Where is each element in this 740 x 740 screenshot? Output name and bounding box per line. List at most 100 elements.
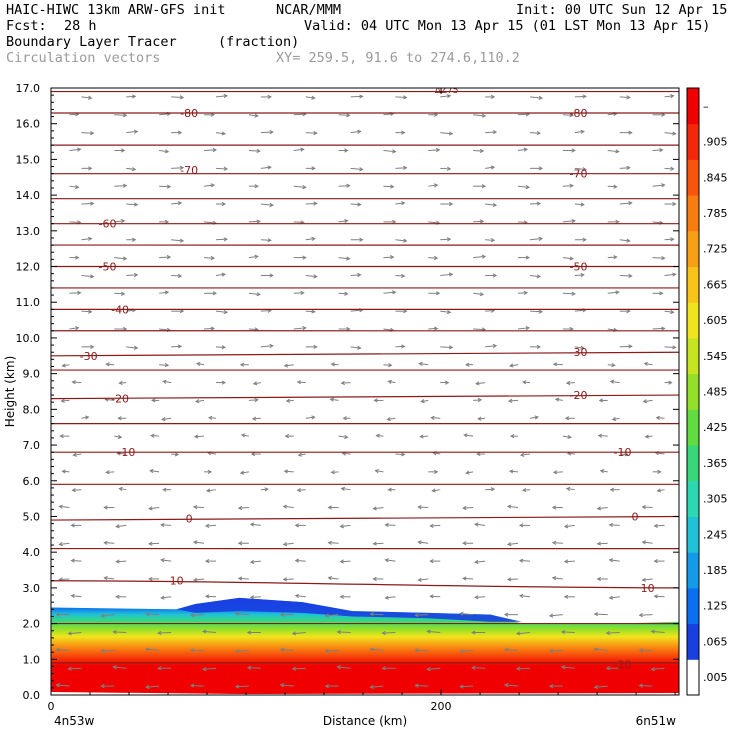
vector-arrow: [518, 558, 531, 563]
vector-arrow: [339, 524, 351, 529]
circulation-vectors: [55, 93, 677, 690]
vector-arrow: [395, 130, 406, 135]
vector-arrow: [574, 272, 585, 278]
vector-arrow: [517, 147, 529, 152]
vector-arrow: [485, 273, 498, 278]
vector-arrow: [574, 94, 587, 99]
y-tick-label: 2.0: [23, 618, 41, 631]
vector-arrow: [656, 488, 665, 493]
vector-arrow: [517, 290, 529, 296]
vector-arrow: [459, 684, 474, 689]
vector-arrow: [237, 541, 249, 546]
vector-arrow: [563, 524, 575, 529]
vector-arrow: [597, 433, 608, 438]
vector-arrow: [518, 523, 530, 528]
vector-arrow: [194, 399, 205, 404]
vector-arrow: [171, 165, 185, 170]
colorbar-swatch: [687, 230, 699, 268]
vector-arrow: [652, 326, 666, 331]
temperature-contour: [51, 144, 679, 147]
vector-arrow: [607, 219, 620, 225]
vector-arrow: [305, 236, 316, 242]
vector-arrow: [641, 540, 653, 545]
vector-arrow: [260, 273, 274, 278]
vector-arrow: [171, 452, 180, 457]
colorbar: .005 .065 .125 .185 .245 .305 .365 .425 .485 .545…: [686, 87, 728, 696]
y-tick-label: 12.0: [16, 261, 41, 274]
vector-arrow: [395, 95, 408, 100]
vector-arrow: [114, 148, 126, 153]
contour-label: -30: [570, 346, 588, 359]
vector-arrow: [239, 362, 249, 367]
terrain: [51, 692, 679, 695]
colorbar-label: .905: [703, 136, 728, 149]
vector-arrow: [248, 219, 261, 224]
vector-arrow: [248, 254, 259, 259]
vector-arrow: [383, 219, 397, 225]
temperature-contour: [51, 622, 679, 625]
axes: 0.0 1.0 2.0 3.0 4.0 5.0 6.0 7.0 8.0 9.0 10.0 11.0 12…: [3, 82, 680, 728]
vector-arrow: [248, 148, 261, 154]
vector-arrow: [552, 362, 563, 367]
vector-arrow: [554, 397, 563, 402]
vector-arrow: [485, 94, 496, 100]
colorbar-label: .605: [703, 314, 728, 327]
vector-arrow: [529, 415, 540, 420]
vector-arrow: [69, 326, 80, 331]
vector-arrow: [114, 113, 128, 118]
vector-arrow: [100, 683, 115, 689]
vector-arrow: [440, 131, 454, 136]
vector-arrow: [293, 147, 305, 152]
model-title: HAIC-HIWC 13km ARW-GFS init: [6, 2, 226, 18]
vector-arrow: [201, 629, 217, 634]
vector-arrow: [664, 166, 675, 171]
vector-arrow: [619, 273, 633, 279]
vector-arrow: [560, 629, 575, 635]
vector-arrow: [428, 255, 439, 261]
vector-arrow: [293, 255, 307, 260]
vector-arrow: [81, 201, 95, 206]
y-tick-label: 5.0: [23, 510, 41, 523]
vector-arrow: [414, 683, 429, 688]
vector-arrow: [619, 452, 629, 457]
vector-arrow: [305, 415, 316, 420]
vector-arrow: [234, 649, 249, 654]
vector-arrow: [81, 274, 95, 279]
vector-arrow: [350, 237, 364, 242]
vector-arrow: [428, 291, 441, 296]
temperature-contour-labeled: -80 -80: [51, 107, 679, 120]
vector-arrow: [529, 236, 544, 241]
colorbar-label: .065: [703, 635, 728, 648]
vector-arrow: [395, 273, 406, 278]
vector-arrow: [126, 94, 137, 99]
vector-arrow: [395, 309, 408, 314]
contour-label: -20: [570, 389, 588, 402]
vector-arrow: [429, 594, 441, 599]
vector-arrow: [563, 594, 575, 599]
contour-label: 0: [632, 510, 639, 523]
y-tick-label: 6.0: [23, 475, 41, 488]
colorbar-label: .545: [703, 350, 728, 363]
vector-arrow: [189, 683, 205, 688]
vector-arrow: [330, 362, 339, 367]
vector-arrow: [260, 487, 269, 492]
colorbar-swatch: [687, 409, 699, 446]
vector-arrow: [81, 95, 93, 100]
vector-arrow: [105, 362, 115, 367]
vector-arrow: [664, 237, 675, 242]
vector-arrow: [518, 593, 531, 599]
vector-arrow: [387, 379, 396, 384]
vector-arrow: [55, 612, 70, 617]
vector-arrow: [340, 486, 351, 491]
vector-arrow: [327, 505, 339, 510]
vector-arrow: [203, 147, 218, 153]
vector-arrow: [204, 112, 216, 117]
vector-arrow: [530, 166, 544, 171]
contour-label: -30: [80, 350, 98, 363]
vector-arrow: [285, 398, 294, 403]
vector-arrow: [428, 469, 439, 474]
vector-arrow: [608, 595, 620, 600]
tracer-cap: [176, 597, 522, 622]
vector-arrow: [327, 540, 339, 545]
temperature-contour: [51, 369, 679, 372]
